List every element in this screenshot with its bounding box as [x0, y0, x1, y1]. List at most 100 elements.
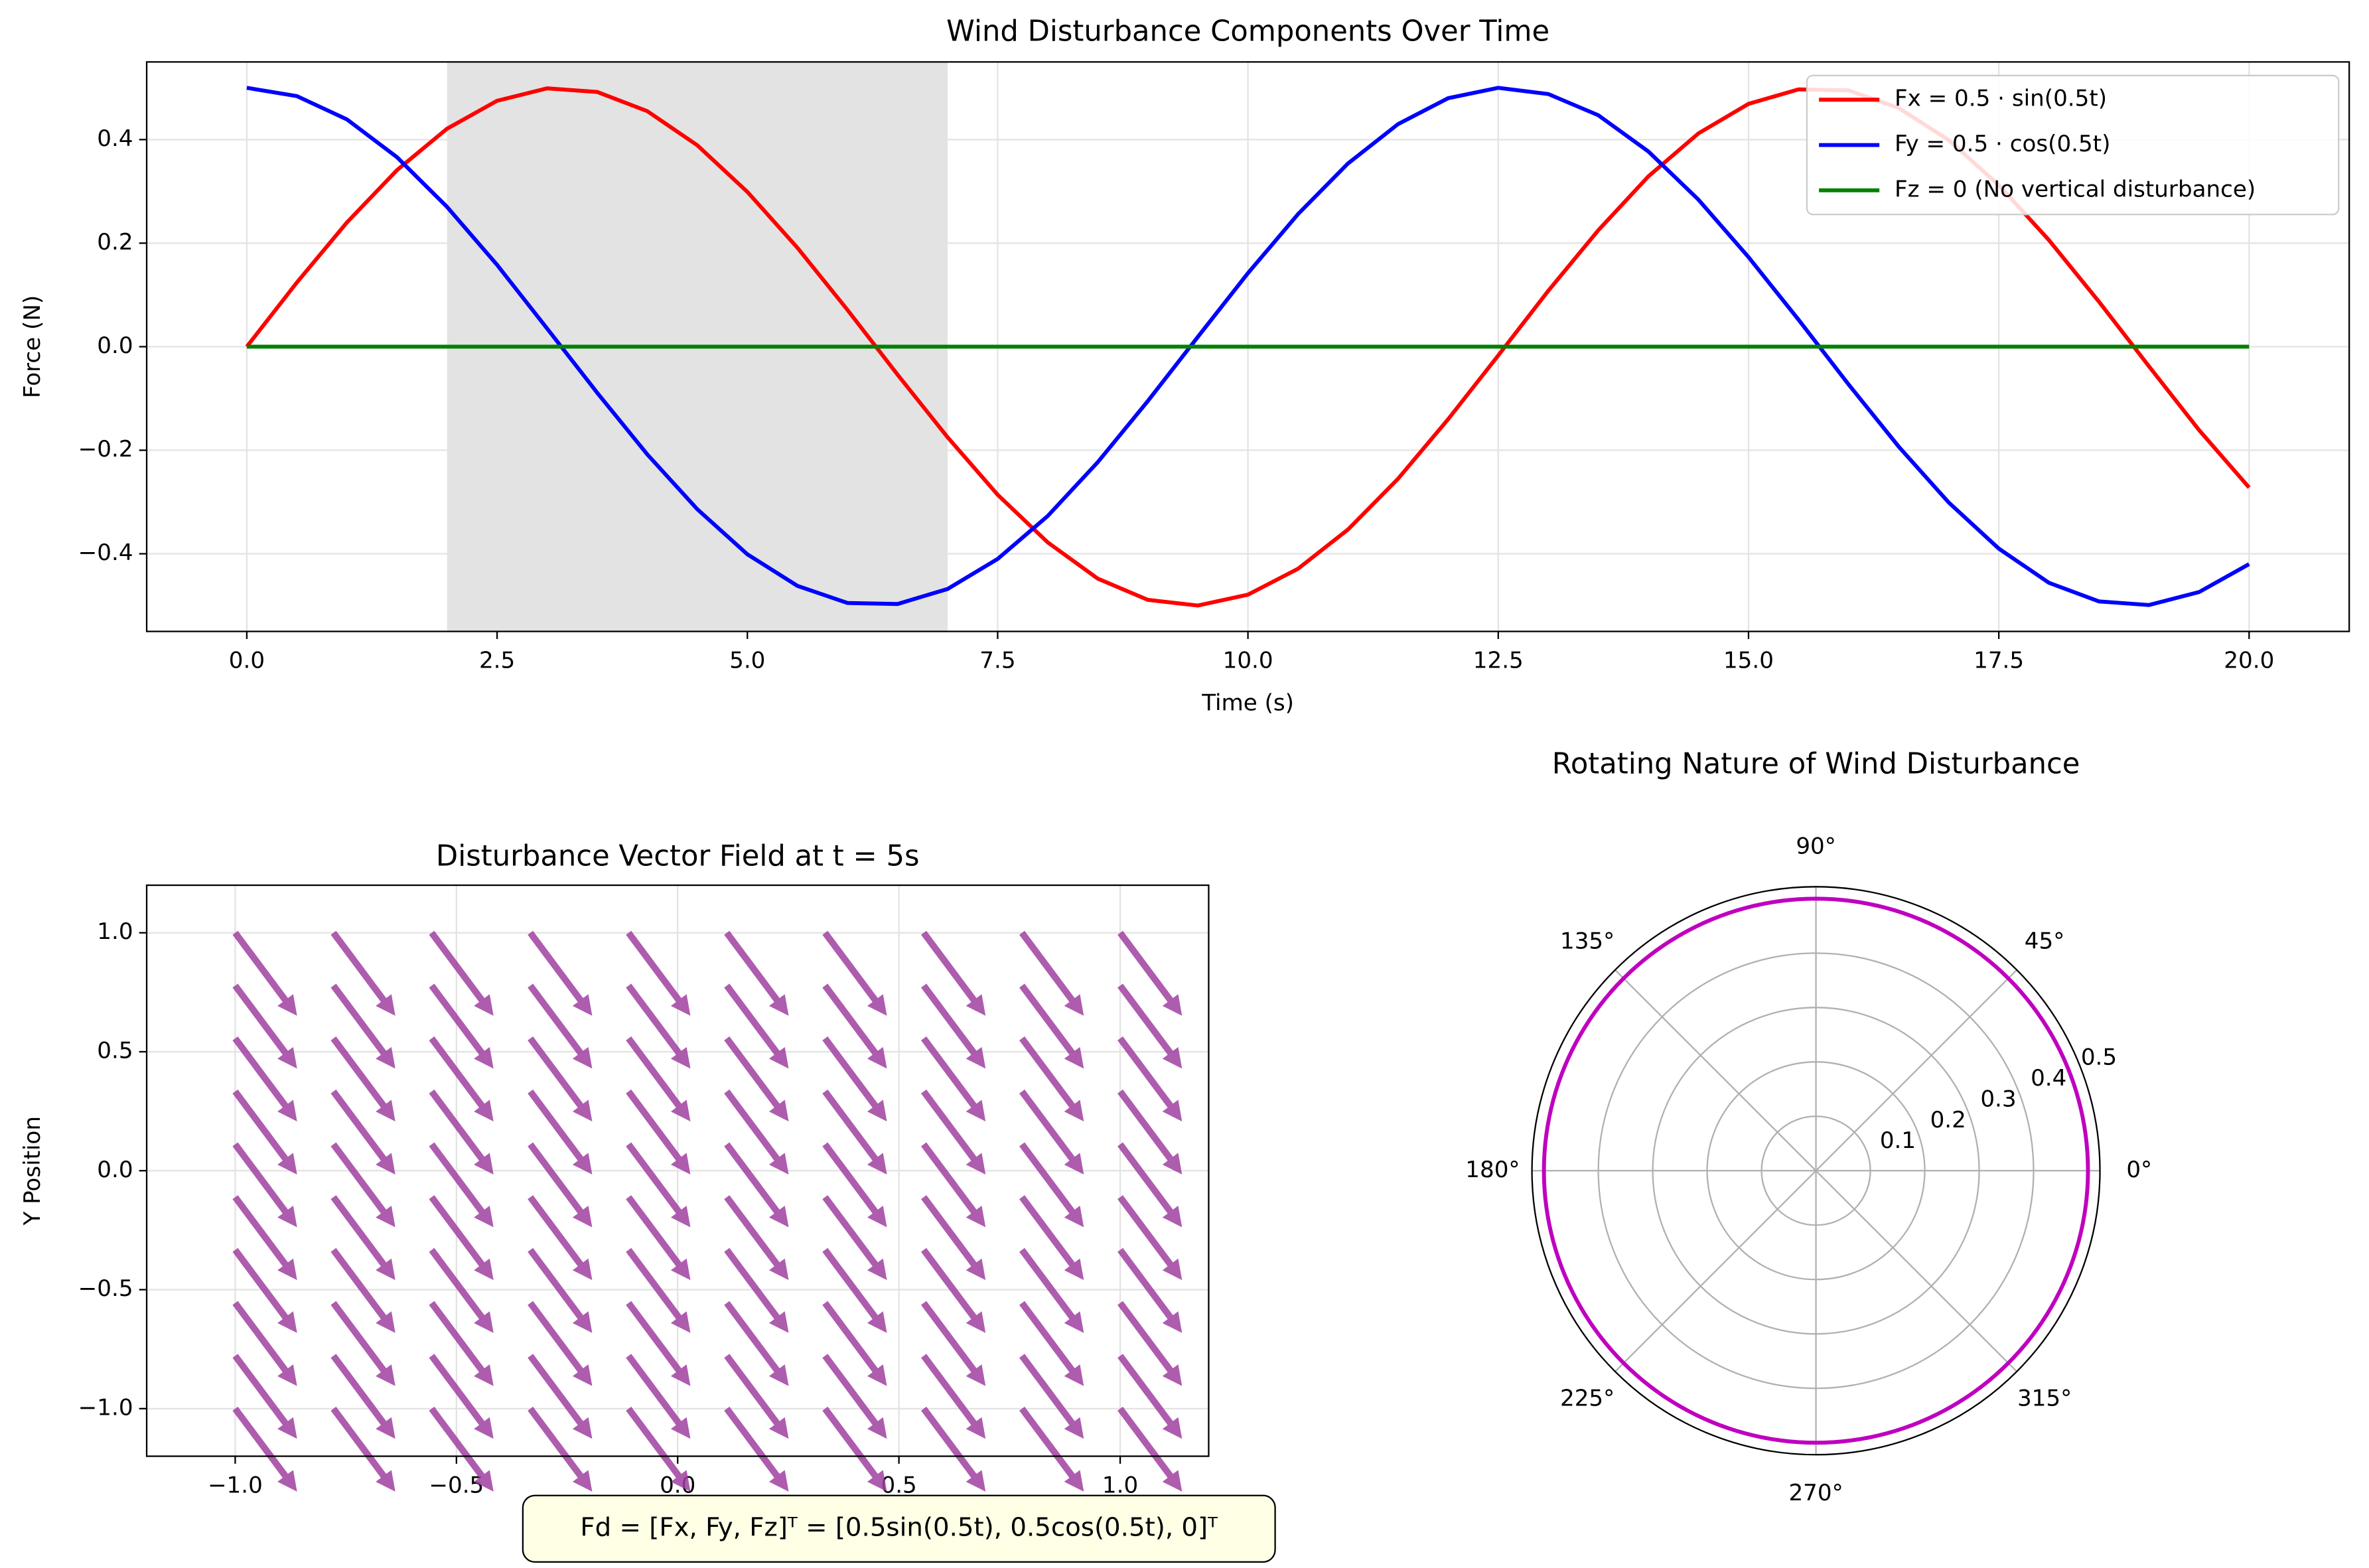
x-axis-label: Time (s): [1201, 689, 1294, 716]
axes-frame: [145, 61, 2350, 632]
vector-arrow: [724, 1301, 789, 1386]
vector-arrow: [429, 983, 494, 1069]
theta-tick-label: 225°: [1560, 1385, 1615, 1411]
polar-frame: [1531, 886, 2101, 1456]
vector-arrow: [626, 1195, 691, 1281]
vector-arrow: [920, 930, 986, 1016]
vector-arrow: [1117, 1142, 1183, 1228]
vector-arrow: [232, 1036, 297, 1121]
chart-title: Wind Disturbance Components Over Time: [946, 15, 1549, 48]
vector-arrow: [724, 1195, 789, 1281]
vector-arrow: [528, 1354, 593, 1439]
vector-arrow: [626, 1089, 691, 1175]
x-tick-label: 1.0: [1102, 1472, 1138, 1499]
y-tick-label: −1.0: [78, 1394, 133, 1421]
theta-tick-label: 270°: [1788, 1480, 1843, 1506]
vector-arrow: [330, 1247, 395, 1333]
y-axis-label: Force (N): [19, 295, 46, 398]
y-tick-label: 0.5: [97, 1038, 133, 1064]
vector-arrow: [724, 1036, 789, 1121]
legend-label: Fx = 0.5 · sin(0.5t): [1895, 86, 2107, 112]
y-tick-label: 0.4: [97, 125, 133, 152]
vector-arrow: [330, 1089, 395, 1175]
x-tick-label: 17.5: [1974, 648, 2024, 674]
r-tick-label: 0.5: [2081, 1044, 2117, 1071]
vector-arrow: [724, 930, 789, 1016]
chart-title: Rotating Nature of Wind Disturbance: [1552, 748, 2080, 781]
vector-arrow: [822, 1036, 887, 1121]
vector-arrow: [724, 1142, 789, 1228]
y-axis-label: Y Position: [19, 1116, 46, 1226]
vector-arrow: [920, 1142, 986, 1228]
vector-arrow: [330, 930, 395, 1016]
vector-arrow: [232, 1089, 297, 1175]
theta-tick-label: 135°: [1560, 928, 1615, 954]
vector-arrow: [920, 1089, 986, 1175]
theta-tick-label: 180°: [1465, 1157, 1520, 1183]
vector-arrow: [330, 1354, 395, 1439]
r-tick-label: 0.2: [1930, 1107, 1966, 1133]
grid-spoke: [1615, 1170, 1817, 1372]
vector-arrow: [724, 1247, 789, 1333]
annotation: Fd = [Fx, Fy, Fz]ᵀ = [0.5sin(0.5t), 0.5c…: [580, 1512, 1218, 1542]
legend-box: [1806, 74, 2340, 216]
theta-tick-label: 45°: [2025, 928, 2065, 954]
vector-arrow: [724, 1406, 789, 1492]
vector-arrow: [1117, 1247, 1183, 1333]
vector-arrow: [1117, 1089, 1183, 1175]
vector-arrow: [1019, 1036, 1084, 1121]
vector-arrow: [429, 930, 494, 1016]
x-tick-label: 12.5: [1473, 648, 1524, 674]
legend-label: Fy = 0.5 · cos(0.5t): [1895, 131, 2110, 157]
vector-arrow: [1117, 1354, 1183, 1439]
grid-spoke: [1815, 1170, 2018, 1372]
y-tick-label: 0.2: [97, 229, 133, 255]
vector-arrow: [330, 983, 395, 1069]
vector-arrow: [626, 1301, 691, 1386]
x-tick-label: −1.0: [208, 1472, 263, 1499]
vector-arrow: [528, 1195, 593, 1281]
vector-arrow: [920, 1195, 986, 1281]
vector-arrow: [232, 983, 297, 1069]
x-tick-label: 2.5: [479, 648, 515, 674]
r-tick-label: 0.4: [2031, 1065, 2066, 1092]
chart-title: Disturbance Vector Field at t = 5s: [436, 840, 920, 873]
vector-arrow: [626, 1142, 691, 1228]
vector-arrow: [626, 1354, 691, 1439]
vector-arrow: [1117, 983, 1183, 1069]
vector-arrow: [920, 1301, 986, 1386]
vector-arrow: [822, 1406, 887, 1492]
vector-arrow: [429, 1247, 494, 1333]
vector-arrow: [822, 1195, 887, 1281]
vector-arrow: [1019, 1406, 1084, 1492]
vector-arrow: [528, 1247, 593, 1333]
axes-frame: [145, 884, 1210, 1457]
vector-arrow: [528, 1142, 593, 1228]
grid-spoke: [1815, 969, 2018, 1172]
y-tick-label: −0.4: [78, 539, 133, 566]
vector-arrow: [920, 1036, 986, 1121]
vector-arrow: [330, 1301, 395, 1386]
vector-arrow: [1019, 1354, 1084, 1439]
vector-arrow: [1117, 1301, 1183, 1386]
vector-arrow: [1117, 930, 1183, 1016]
r-tick-label: 0.3: [1980, 1086, 2016, 1112]
vector-arrow: [1019, 1142, 1084, 1228]
theta-tick-label: 0°: [2126, 1157, 2152, 1183]
vector-arrow: [822, 1301, 887, 1386]
x-tick-label: −0.5: [429, 1472, 484, 1499]
vector-arrow: [626, 1247, 691, 1333]
vector-arrow: [429, 1195, 494, 1281]
vector-arrow: [1019, 1301, 1084, 1386]
vector-arrow: [920, 983, 986, 1069]
vector-arrow: [1019, 983, 1084, 1069]
vector-arrow: [528, 1036, 593, 1121]
vector-arrow: [429, 1089, 494, 1175]
annotation-box: [522, 1494, 1276, 1563]
vector-arrow: [429, 1406, 494, 1492]
vector-arrow: [232, 1247, 297, 1333]
x-tick-label: 7.5: [979, 648, 1015, 674]
vector-arrow: [528, 1406, 593, 1492]
r-tick-label: 0.1: [1880, 1127, 1916, 1154]
